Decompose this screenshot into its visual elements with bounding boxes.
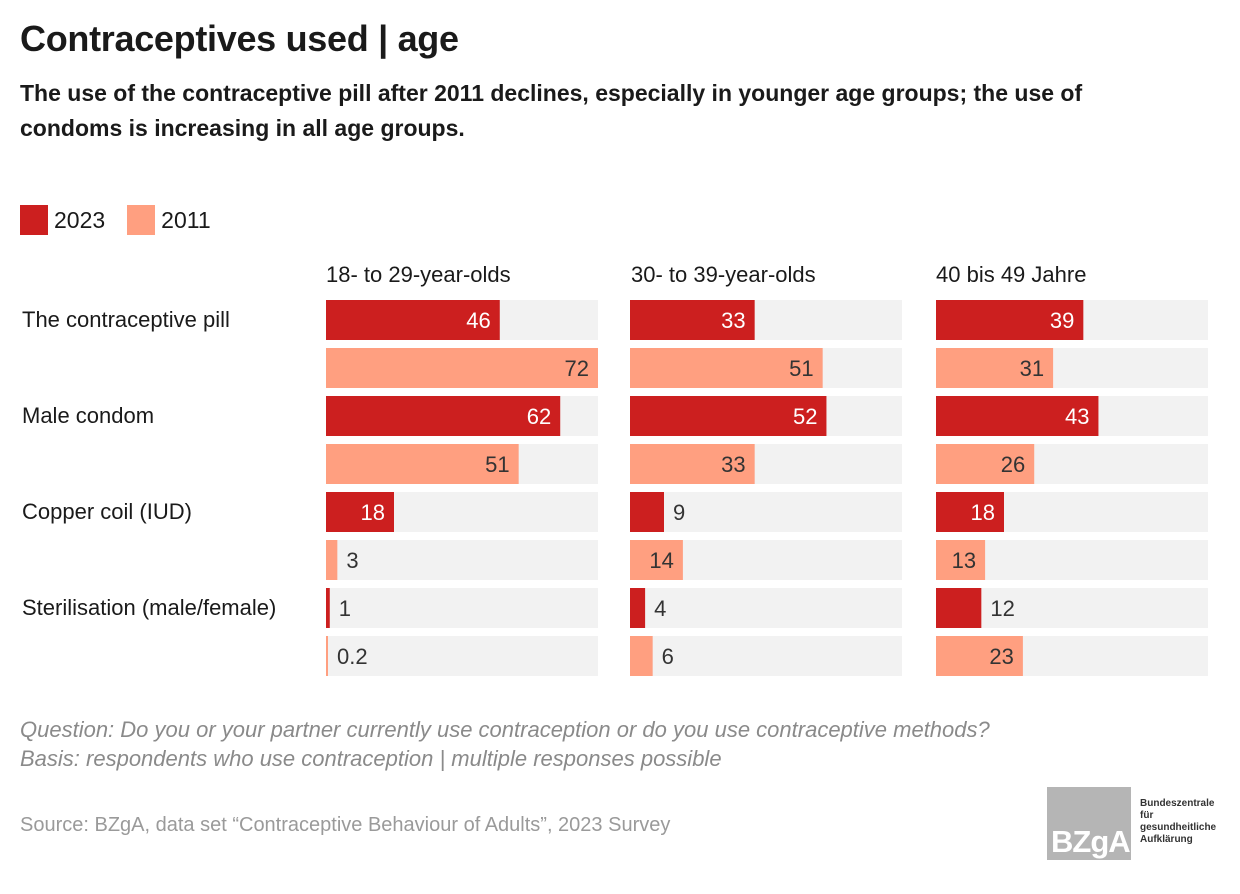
legend-label-2023: 2023 [54,206,106,233]
bar-2023-sterilisation-male-female-panel2 [630,588,646,628]
chart-note: Question: Do you or your partner current… [20,715,990,773]
logo-text-line: gesundheitliche [1140,822,1217,833]
bar-value-label: 0.2 [337,644,368,669]
bar-value-label: 1 [339,596,351,621]
category-label-copper-coil: Copper coil (IUD) [22,499,192,524]
chart-title: Contraceptives used | age [20,18,459,59]
bar-value-label: 33 [721,308,745,333]
bar-value-label: 4 [654,596,666,621]
note-basis: Basis: respondents who use contraception… [20,746,722,771]
bar-2011-male-condom-panel1 [326,444,519,484]
legend-item-2023: 2023 [20,205,105,235]
bar-2011-the-contraceptive-pill-panel2 [630,348,823,388]
bar-track [326,588,598,628]
bar-2023-sterilisation-male-female-panel1 [326,588,330,628]
bar-2011-the-contraceptive-pill-panel3 [936,348,1054,388]
bar-value-label: 26 [1001,452,1025,477]
bar-value-label: 18 [971,500,995,525]
bar-2011-male-condom-panel3 [936,444,1035,484]
bar-value-label: 46 [466,308,490,333]
bar-2011-copper-coil-iud-panel1 [326,540,338,580]
bar-track [630,636,902,676]
bar-2023-copper-coil-iud-panel2 [630,492,664,532]
bar-2011-copper-coil-iud-panel2 [630,540,683,580]
bar-2023-copper-coil-iud-panel1 [326,492,394,532]
bar-value-label: 51 [789,356,813,381]
bar-value-label: 31 [1020,356,1044,381]
logo-mark: BZgA [1051,824,1131,859]
bar-2023-the-contraceptive-pill-panel3 [936,300,1084,340]
logo-text-line: Aufklärung [1140,834,1193,845]
bar-2011-copper-coil-iud-panel3 [936,540,986,580]
bar-value-label: 39 [1050,308,1074,333]
panel-title-18-29: 18- to 29-year-olds [326,262,511,287]
bar-2023-male-condom-panel3 [936,396,1099,436]
legend-item-2011: 2011 [127,205,211,235]
bar-track [630,588,902,628]
bar-track [326,540,598,580]
bar-value-label: 43 [1065,404,1089,429]
source-note: Source: BZgA, data set “Contraceptive Be… [20,814,671,836]
legend: 2023 2011 [20,205,233,235]
bzga-logo: BZgA [1047,787,1131,860]
bar-value-label: 62 [527,404,551,429]
logo-text: Bundeszentrale für gesundheitliche Aufkl… [1140,798,1216,846]
bar-2011-sterilisation-male-female-panel1 [326,636,328,676]
bar-value-label: 33 [721,452,745,477]
note-question: Question: Do you or your partner current… [20,717,990,742]
legend-swatch-2023 [20,205,48,235]
bar-value-label: 51 [485,452,509,477]
bar-2023-sterilisation-male-female-panel3 [936,588,982,628]
bar-value-label: 13 [952,548,976,573]
logo-text-line: Bundeszentrale [1140,798,1215,809]
bar-value-label: 12 [990,596,1014,621]
bar-value-label: 72 [565,356,589,381]
bar-value-label: 9 [673,500,685,525]
bar-value-label: 14 [649,548,673,573]
bar-2023-male-condom-panel2 [630,396,827,436]
bar-chart: 4672625118310.23351523391446393143261813… [326,300,1208,676]
bar-2023-copper-coil-iud-panel3 [936,492,1004,532]
category-label-pill: The contraceptive pill [22,307,230,332]
bar-value-label: 52 [793,404,817,429]
panel-title-30-39: 30- to 39-year-olds [631,262,816,287]
category-label-condom: Male condom [22,403,155,428]
bar-2011-the-contraceptive-pill-panel1 [326,348,598,388]
bar-2023-the-contraceptive-pill-panel2 [630,300,755,340]
bar-2011-sterilisation-male-female-panel3 [936,636,1023,676]
legend-label-2011: 2011 [161,206,211,233]
bar-track [630,492,902,532]
bar-track [326,636,598,676]
bar-2023-the-contraceptive-pill-panel1 [326,300,500,340]
legend-swatch-2011 [127,205,156,235]
chart-subtitle: The use of the contraceptive pill after … [20,80,1083,141]
bar-value-label: 18 [361,500,385,525]
bar-value-label: 6 [662,644,674,669]
category-label-sterilisation: Sterilisation (male/female) [22,595,277,620]
bar-2023-male-condom-panel1 [326,396,561,436]
panel-title-40-49: 40 bis 49 Jahre [936,262,1087,287]
logo-text-line: für [1140,810,1154,821]
bar-value-label: 3 [346,548,358,573]
bar-value-label: 23 [989,644,1013,669]
bar-2011-male-condom-panel2 [630,444,755,484]
bar-2011-sterilisation-male-female-panel2 [630,636,653,676]
